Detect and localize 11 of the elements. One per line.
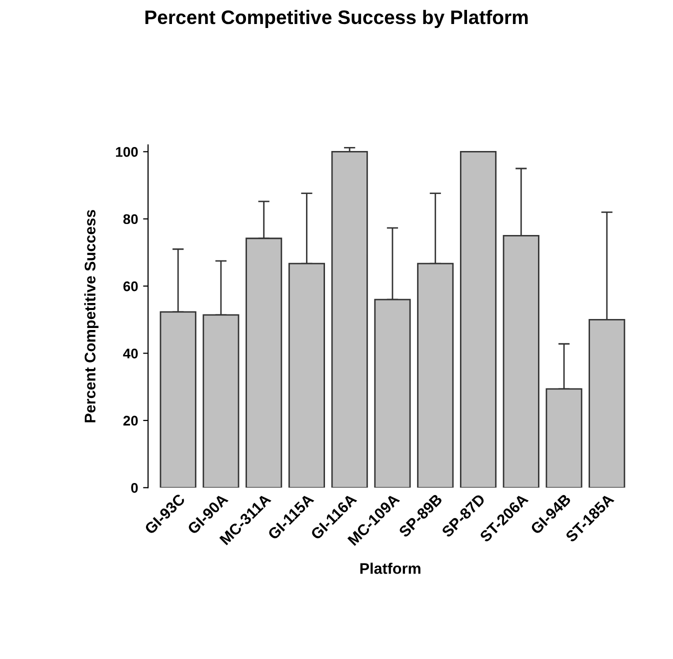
chart-title: Percent Competitive Success by Platform (145, 10, 528, 28)
y-tick-label: 0 (131, 482, 138, 493)
y-tick-label: 20 (123, 416, 138, 426)
bar (331, 151, 368, 488)
y-tick-label: 80 (123, 214, 138, 224)
y-tick-label: 100 (116, 147, 138, 157)
y-tick-label: 60 (123, 281, 138, 292)
y-tick-label: 40 (123, 348, 138, 358)
y-axis-title: Percent Competitive Success (84, 210, 98, 422)
x-axis-title: Platform (360, 562, 420, 574)
bar (460, 151, 497, 488)
